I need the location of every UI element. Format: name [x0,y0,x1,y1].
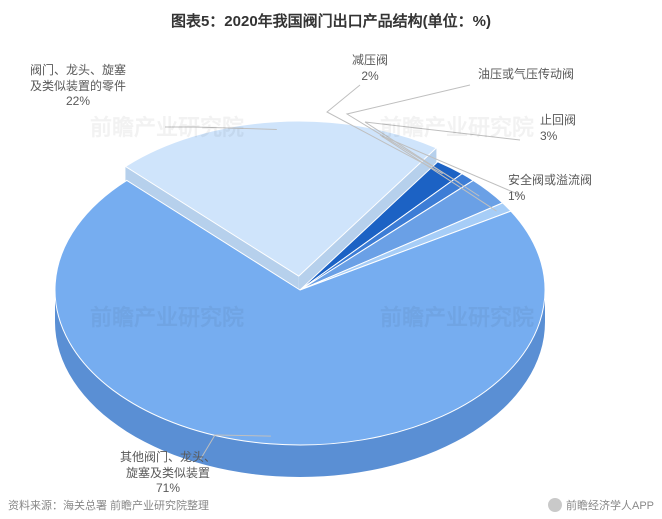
brand-badge: 前瞻经济学人APP [548,497,654,513]
slice-label: 阀门、龙头、旋塞 及类似装置的零件 22% [30,63,126,110]
source-text: 资料来源：海关总署 前瞻产业研究院整理 [8,497,209,513]
brand-icon [548,498,562,512]
brand-text: 前瞻经济学人APP [566,497,654,513]
slice-label: 油压或气压传动阀 [478,67,574,83]
pie-chart: 阀门、龙头、旋塞 及类似装置的零件 22% 减压阀 2% 油压或气压传动阀止回阀 3… [0,45,662,485]
slice-label: 其他阀门、龙头、 旋塞及类似装置 71% [120,450,216,497]
slice-label: 止回阀 3% [540,113,576,144]
chart-title: 图表5：2020年我国阀门出口产品结构(单位：%) [0,10,662,31]
slice-label: 安全阀或溢流阀 1% [508,173,592,204]
slice-label: 减压阀 2% [352,53,388,84]
